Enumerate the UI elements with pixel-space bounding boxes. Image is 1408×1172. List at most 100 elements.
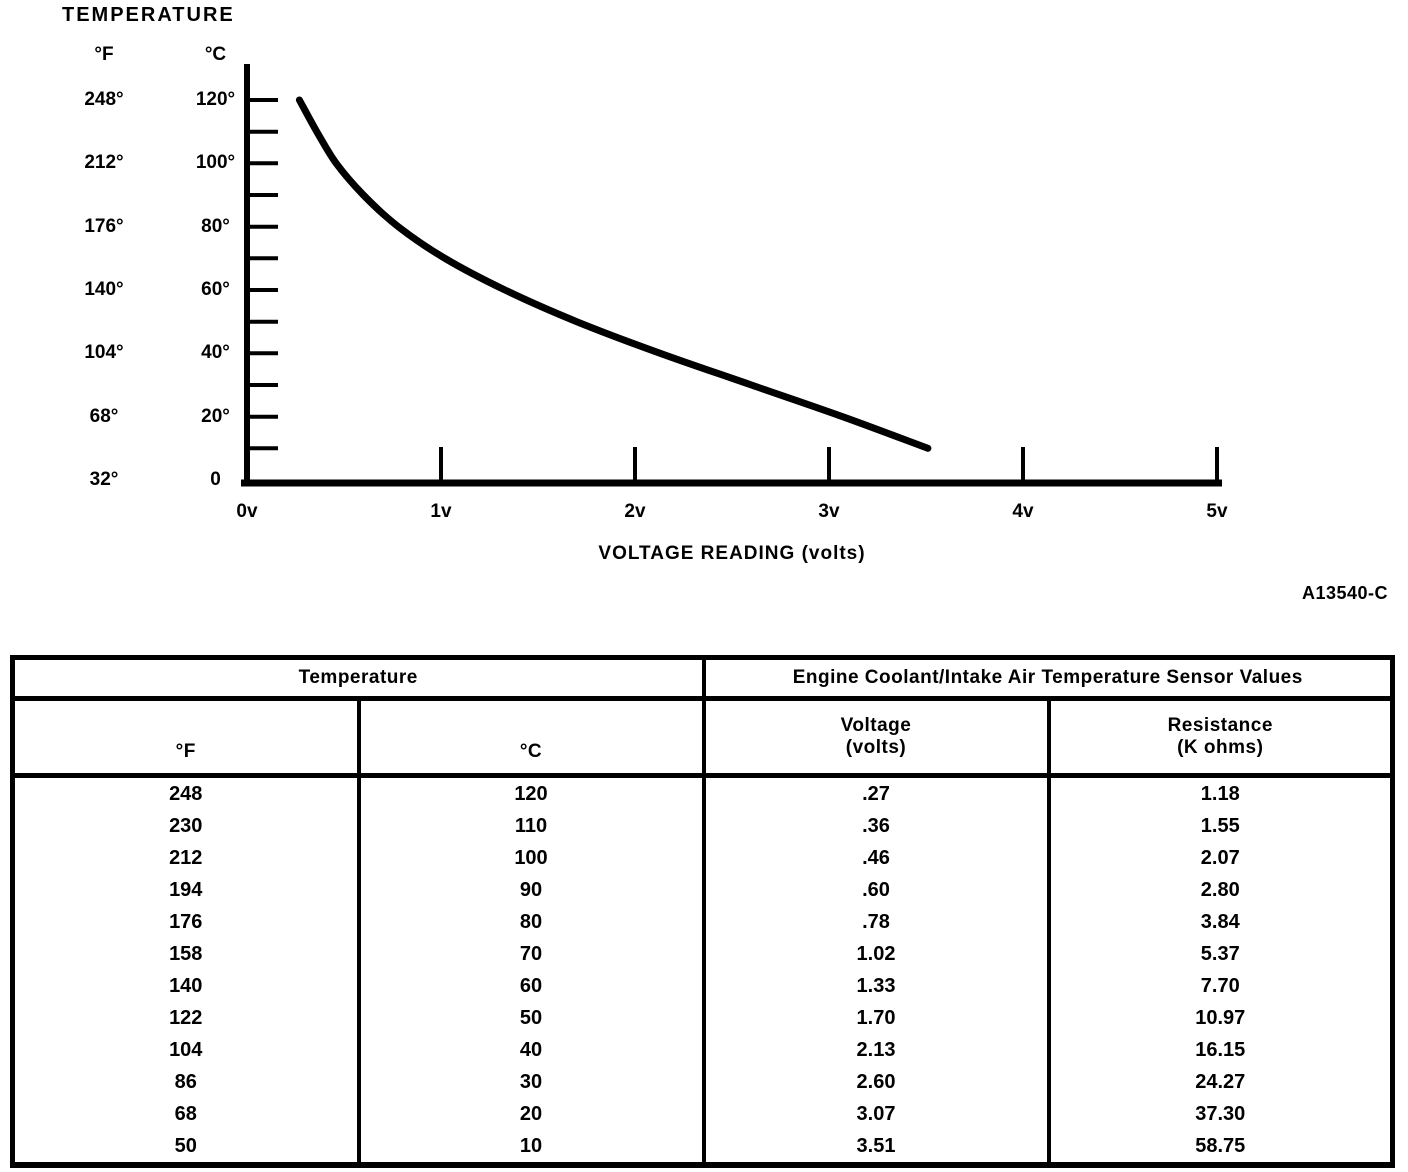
- table-cell: 140: [169, 974, 203, 997]
- table-row: 158 70 1.02 5.37: [13, 938, 1393, 970]
- table-cell: 212: [169, 846, 203, 869]
- group-header-temperature: Temperature: [12, 657, 704, 701]
- table-cell: 86: [174, 1070, 197, 1093]
- table-cell: 1.55: [1046, 810, 1393, 842]
- x-axis-tick-label: 0v: [236, 501, 258, 522]
- x-axis-tick-label: 5v: [1206, 501, 1228, 522]
- table-cell: 104: [169, 1038, 203, 1061]
- table-row: 140 60 1.33 7.70: [13, 970, 1393, 1002]
- table-row: 194 90.60 2.80: [13, 874, 1393, 906]
- y-axis-label-fahrenheit: 176°: [84, 216, 124, 237]
- y-axis-label-celsius: 20°: [201, 406, 230, 427]
- table-cell: .78: [701, 906, 1049, 938]
- table-row: 248 120.27 1.18: [13, 775, 1393, 810]
- table-cell: 1.70: [701, 1002, 1049, 1034]
- table-cell: 2.07: [1046, 842, 1393, 874]
- table-column-header-row: °F °C Voltage (volts) Resistance (K ohms…: [12, 698, 1393, 778]
- table-cell: 3.51: [701, 1130, 1049, 1165]
- table-cell: 40: [356, 1034, 704, 1066]
- table-cell: 80: [356, 906, 704, 938]
- table-body: 248 120.27 1.18 230 110.36 1.55 212 100.46 2.07 1…: [13, 775, 1393, 1165]
- table-row: 50 10 3.51 58.75: [13, 1130, 1393, 1165]
- table-cell: 3.07: [701, 1098, 1049, 1130]
- y-axis-label-fahrenheit: 248°: [84, 89, 124, 110]
- table-cell: 248: [169, 782, 203, 805]
- sensor-curve: [295, 96, 932, 452]
- group-header-sensor-values: Engine Coolant/Intake Air Temperature Se…: [701, 657, 1393, 701]
- table-row: 86 30 2.60 24.27: [13, 1066, 1393, 1098]
- table-cell: 30: [356, 1066, 704, 1098]
- table-cell: 230: [169, 814, 203, 837]
- table-row: 104 40 2.13 16.15: [13, 1034, 1393, 1066]
- y-axis-label-celsius: 60°: [201, 279, 230, 300]
- temperature-voltage-chart: TEMPERATURE °F °C 248° 120° 212° 100° 176° 80…: [62, 4, 1388, 603]
- table-cell: 58.75: [1046, 1130, 1393, 1165]
- column-header-voltage: Voltage (volts): [701, 698, 1049, 778]
- table-cell: 176: [169, 910, 203, 933]
- column-header-resistance: Resistance (K ohms): [1046, 698, 1393, 778]
- x-axis-tick-label: 2v: [624, 501, 646, 522]
- x-axis-tick-label: 1v: [430, 501, 452, 522]
- column-header-fahrenheit: °F: [12, 698, 359, 778]
- y-axis-label-fahrenheit: 140°: [84, 279, 124, 300]
- column-header-resistance-line2: (K ohms): [1177, 737, 1264, 758]
- table-cell: 2.13: [701, 1034, 1049, 1066]
- table-cell: 1.33: [701, 970, 1049, 1002]
- table-cell: 194: [169, 878, 203, 901]
- column-header-voltage-line1: Voltage: [840, 715, 912, 736]
- plot-area: [241, 64, 1222, 487]
- table-cell: 3.84: [1046, 906, 1393, 938]
- table-cell: 16.15: [1046, 1034, 1393, 1066]
- y-axis-label-celsius: 120°: [195, 89, 236, 110]
- table-row: 212 100.46 2.07: [13, 842, 1393, 874]
- x-axis-tick-label: 4v: [1012, 501, 1034, 522]
- table-cell: 20: [356, 1098, 704, 1130]
- table-row: 230 110.36 1.55: [13, 810, 1393, 842]
- y-axis-label-celsius: 80°: [201, 216, 230, 237]
- table-cell: 60: [356, 970, 704, 1002]
- table-cell: 1.02: [701, 938, 1049, 970]
- figure-reference: A13540-C: [1301, 583, 1388, 603]
- table-row: 68 20 3.07 37.30: [13, 1098, 1393, 1130]
- table-cell: 37.30: [1046, 1098, 1393, 1130]
- table-cell: .46: [701, 842, 1049, 874]
- table-cell: 1.18: [1046, 775, 1393, 810]
- table-cell: .36: [701, 810, 1049, 842]
- table-cell: 70: [356, 938, 704, 970]
- table-cell: 158: [169, 942, 203, 965]
- table-cell: 90: [356, 874, 704, 906]
- table-cell: 50: [356, 1002, 704, 1034]
- table-cell: 120: [356, 775, 704, 810]
- y-axis-unit-celsius: °C: [204, 44, 227, 65]
- x-axis-title: VOLTAGE READING (volts): [598, 543, 866, 564]
- chart-title: TEMPERATURE: [62, 4, 235, 26]
- y-axis-unit-fahrenheit: °F: [94, 44, 114, 65]
- table-cell: 110: [356, 810, 704, 842]
- table-cell: .60: [701, 874, 1049, 906]
- table-cell: 50: [174, 1134, 197, 1157]
- y-axis-label-fahrenheit: 32°: [89, 469, 119, 490]
- column-header-celsius: °C: [356, 698, 704, 778]
- table-cell: 10: [356, 1130, 704, 1165]
- x-axis-tick-label: 3v: [818, 501, 840, 522]
- y-axis-label-fahrenheit: 68°: [89, 406, 119, 427]
- y-axis-label-celsius: 0: [210, 469, 221, 490]
- y-axis-label-fahrenheit: 212°: [84, 152, 124, 173]
- y-axis-label-celsius: 100°: [195, 152, 236, 173]
- sensor-values-table: Temperature Engine Coolant/Intake Air Te…: [10, 655, 1396, 1168]
- table-cell: 5.37: [1046, 938, 1393, 970]
- table-row: 176 80.78 3.84: [13, 906, 1393, 938]
- table-cell: 10.97: [1046, 1002, 1393, 1034]
- column-header-voltage-line2: (volts): [845, 737, 907, 758]
- table-row: 122 50 1.70 10.97: [13, 1002, 1393, 1034]
- table-cell: 68: [174, 1102, 197, 1125]
- table-group-header-row: Temperature Engine Coolant/Intake Air Te…: [12, 657, 1393, 701]
- table-cell: 24.27: [1046, 1066, 1393, 1098]
- table-cell: 2.80: [1046, 874, 1393, 906]
- table-cell: 100: [356, 842, 704, 874]
- column-header-resistance-line1: Resistance: [1167, 715, 1273, 736]
- y-axis-label-fahrenheit: 104°: [84, 342, 124, 363]
- table-cell: 2.60: [701, 1066, 1049, 1098]
- table-cell: 7.70: [1046, 970, 1393, 1002]
